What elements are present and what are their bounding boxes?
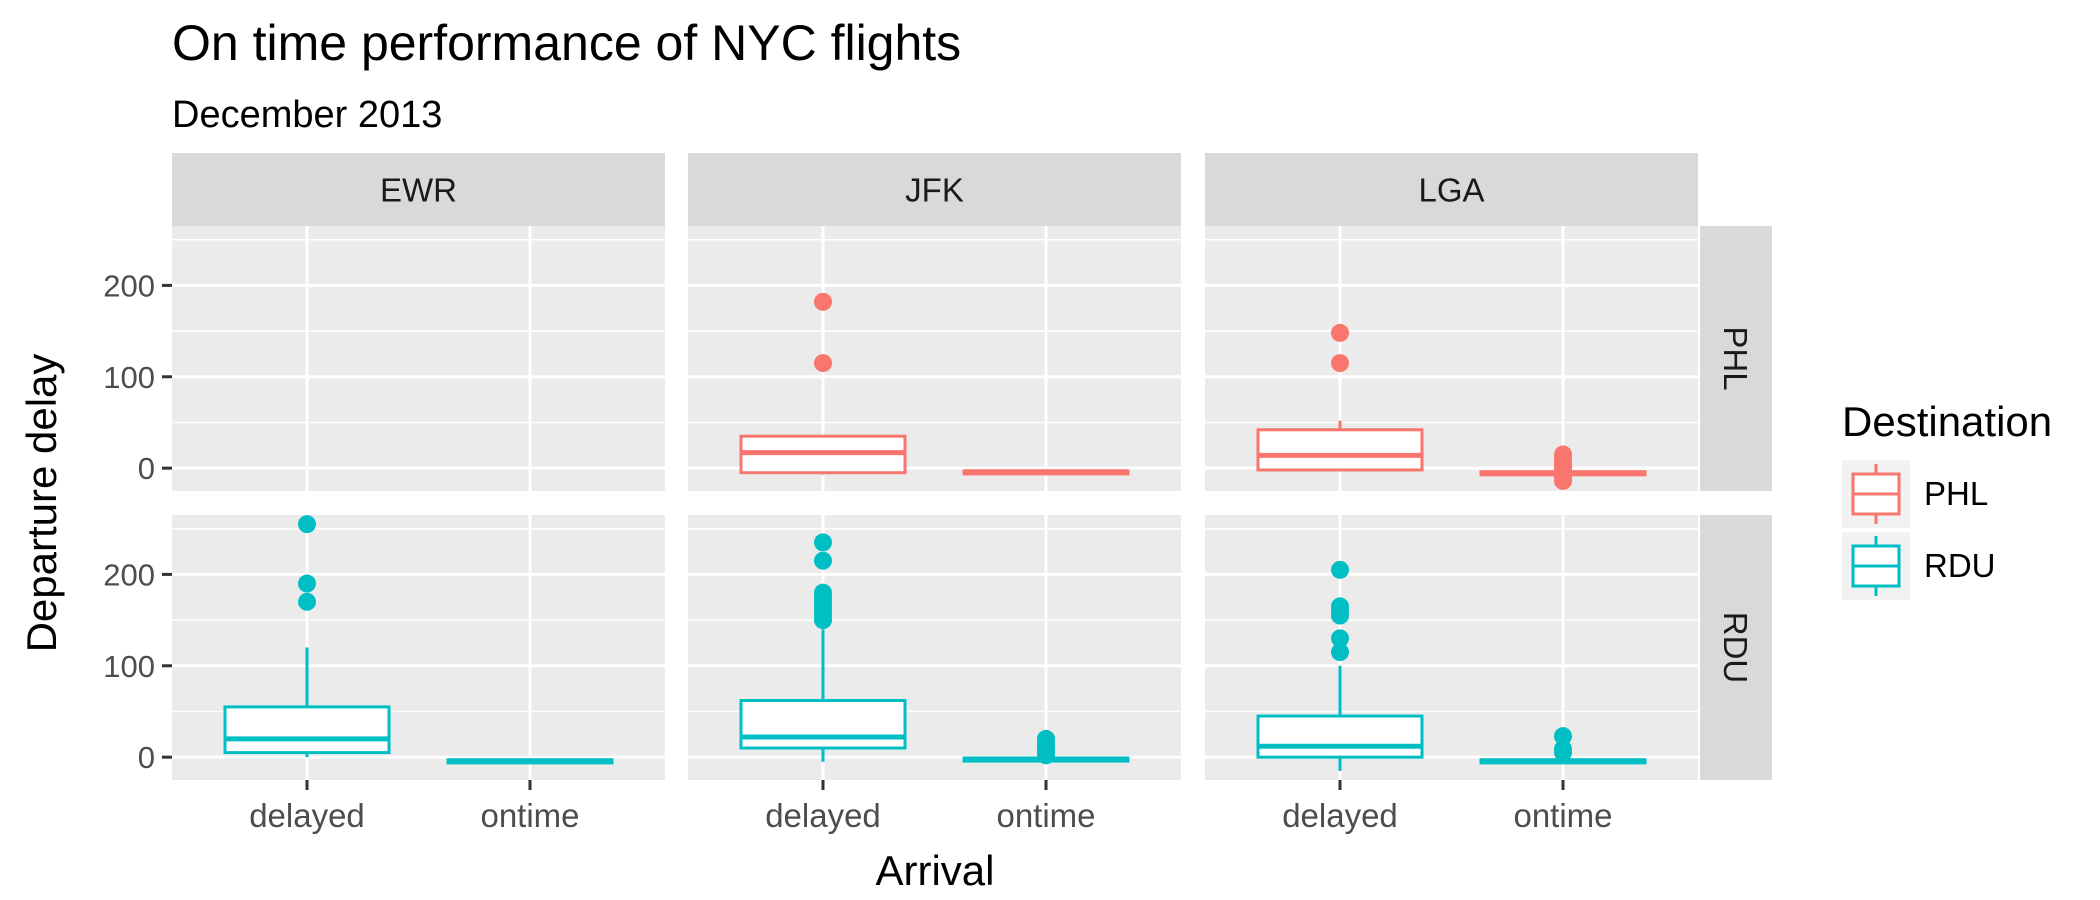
outlier-point bbox=[1554, 739, 1572, 758]
y-axis-title: Departure delay bbox=[18, 354, 65, 653]
y-tick-label: 200 bbox=[103, 268, 155, 303]
panel-bg bbox=[172, 226, 665, 491]
legend-title: Destination bbox=[1842, 398, 2052, 445]
outlier-point bbox=[1331, 629, 1349, 648]
box-ewr-rdu-delayed bbox=[223, 705, 391, 755]
outlier-point bbox=[1331, 643, 1349, 662]
outlier-point bbox=[298, 515, 316, 534]
x-tick-label: delayed bbox=[1282, 797, 1398, 834]
strip-top-bg bbox=[1205, 153, 1698, 226]
strip-top-label: EWR bbox=[380, 172, 457, 209]
chart-title: On time performance of NYC flights bbox=[172, 15, 962, 71]
y-tick-label: 100 bbox=[103, 360, 155, 395]
x-axis-title: Arrival bbox=[875, 847, 994, 894]
outlier-point bbox=[814, 551, 832, 570]
strip-right-bg bbox=[1700, 226, 1772, 491]
outlier-point bbox=[814, 533, 832, 552]
x-tick-label: delayed bbox=[765, 797, 881, 834]
y-tick-label: 0 bbox=[138, 740, 155, 775]
strip-top-bg bbox=[172, 153, 665, 226]
outlier-point bbox=[1331, 597, 1349, 616]
strip-top-label: JFK bbox=[905, 172, 964, 209]
strip-right-bg bbox=[1700, 515, 1772, 780]
outlier-point bbox=[1037, 729, 1055, 748]
legend-label: RDU bbox=[1924, 547, 1996, 584]
strip-top-label: LGA bbox=[1418, 172, 1484, 209]
box-lga-phl-delayed bbox=[1256, 428, 1424, 472]
outlier-point bbox=[1554, 445, 1572, 464]
outlier-point bbox=[1554, 727, 1572, 746]
box-lga-rdu-delayed bbox=[1256, 714, 1424, 759]
outlier-point bbox=[298, 574, 316, 593]
outlier-point bbox=[1331, 323, 1349, 342]
y-tick-label: 0 bbox=[138, 451, 155, 486]
chart-subtitle: December 2013 bbox=[172, 94, 443, 136]
outlier-point bbox=[298, 592, 316, 611]
outlier-point bbox=[1331, 354, 1349, 373]
outlier-point bbox=[814, 292, 832, 311]
y-tick-label: 200 bbox=[103, 557, 155, 592]
strip-right-label: RDU bbox=[1717, 612, 1754, 684]
x-tick-label: delayed bbox=[249, 797, 365, 834]
x-tick-label: ontime bbox=[480, 797, 579, 834]
outlier-point bbox=[1331, 560, 1349, 579]
x-tick-label: ontime bbox=[996, 797, 1095, 834]
strip-top-bg bbox=[688, 153, 1181, 226]
legend-label: PHL bbox=[1924, 475, 1988, 512]
outlier-point bbox=[814, 354, 832, 373]
outlier-point bbox=[814, 583, 832, 602]
box-jfk-rdu-delayed bbox=[739, 699, 907, 750]
x-tick-label: ontime bbox=[1513, 797, 1612, 834]
y-tick-label: 100 bbox=[103, 649, 155, 684]
strip-right-label: PHL bbox=[1717, 326, 1754, 390]
